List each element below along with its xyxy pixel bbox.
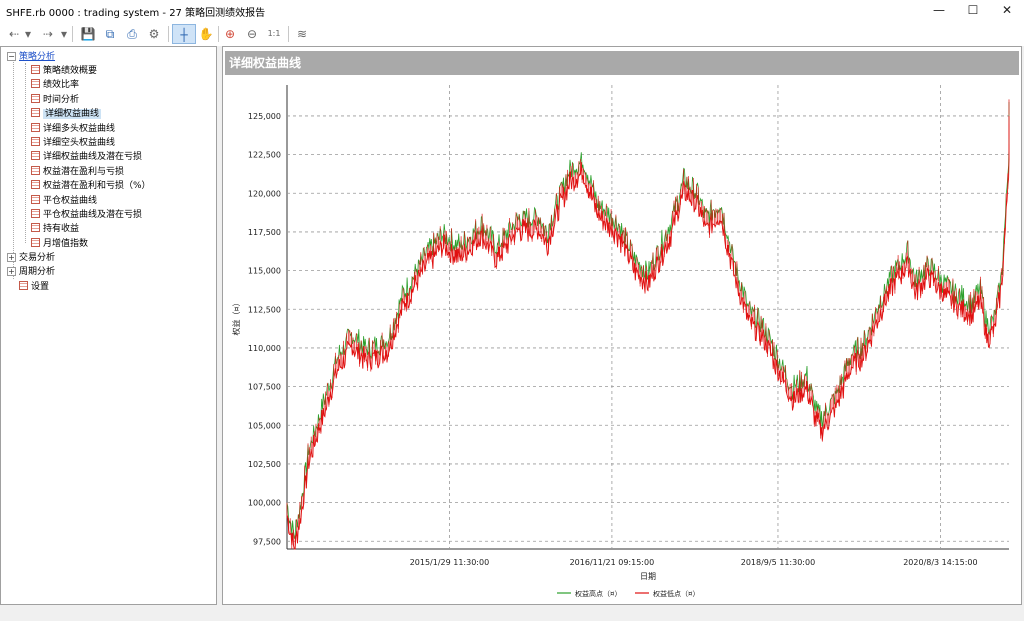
chart-icon — [31, 137, 40, 146]
chart-icon — [31, 237, 40, 247]
tree-item-label: 权益潜在盈利和亏损（%） — [43, 181, 151, 192]
y-tick-label: 120,000 — [248, 189, 281, 198]
tree-item[interactable]: 权益潜在盈利与亏损 — [31, 165, 124, 179]
expand-icon[interactable]: + — [7, 267, 16, 276]
crosshair-icon[interactable]: ┼ — [172, 24, 196, 44]
grid-icon — [31, 79, 40, 89]
y-tick-label: 117,500 — [248, 228, 281, 237]
chart-icon — [31, 223, 40, 233]
title-bar: SHFE.rb 0000 : trading system - 27 策略回测绩… — [0, 0, 1024, 22]
x-axis-label: 日期 — [640, 572, 656, 581]
tree-item-label: 策略绩效概要 — [43, 66, 98, 76]
copy-icon[interactable]: ⧉ — [105, 27, 115, 41]
back-icon[interactable]: ⇠ — [8, 27, 20, 41]
chart-icon — [31, 122, 40, 132]
chart-icon — [31, 180, 40, 190]
x-tick-label: 2016/11/21 09:15:00 — [570, 558, 655, 567]
y-tick-label: 110,000 — [248, 344, 281, 353]
legend-label: 权益高点（¤） — [575, 589, 621, 598]
chart-icon — [31, 194, 40, 204]
expand-icon[interactable]: + — [7, 253, 16, 262]
tree-item-label: 绩效比率 — [43, 80, 80, 91]
tree-item[interactable]: 详细多头权益曲线 — [31, 122, 115, 136]
tree-item-label: 权益潜在盈利与亏损 — [43, 166, 125, 177]
tree-item[interactable]: 详细权益曲线 — [31, 107, 102, 121]
chart-icon[interactable]: ≋ — [296, 27, 308, 41]
panel-title: 详细权益曲线 — [225, 51, 1019, 75]
grid-icon — [31, 93, 40, 103]
equity-chart[interactable]: 97,500 100,000 102,500 105,000 107,500 110,00… — [225, 77, 1021, 602]
tree-item[interactable]: 月增值指数 — [31, 237, 88, 251]
maximize-button[interactable]: ☐ — [967, 3, 979, 17]
tree-item[interactable]: 时间分析 — [31, 93, 79, 107]
tree-item-label: 详细空头权益曲线 — [43, 138, 116, 148]
toolbar: ⇠ ▾ ⇢ ▾ 💾 ⧉ ⎙ ⚙ ┼ ✋ ⊕ ⊖ 1:1 ≋ — [0, 22, 1024, 46]
y-tick-label: 97,500 — [253, 537, 281, 546]
minimize-button[interactable]: — — [933, 3, 945, 17]
zoom-in-icon[interactable]: ⊕ — [224, 27, 236, 41]
grid-icon — [31, 65, 40, 74]
tree-item[interactable]: 持有收益 — [31, 222, 79, 236]
tree-item[interactable]: 权益潜在盈利和亏损（%） — [31, 179, 151, 193]
tree-item-label: 时间分析 — [43, 94, 80, 105]
x-tick-label: 2015/1/29 11:30:00 — [410, 558, 490, 567]
tree-item-label: 持有收益 — [43, 224, 80, 235]
tree-item-label: 平仓权益曲线 — [43, 195, 98, 206]
tree-item-label: 详细多头权益曲线 — [43, 123, 116, 134]
report-panel: 详细权益曲线 97,500 100,000 102,500 105,000 107,50… — [222, 46, 1022, 605]
print-icon[interactable]: ⎙ — [127, 27, 137, 41]
y-axis-label: 权益（¤） — [231, 298, 241, 335]
series-range — [286, 99, 1010, 549]
actual-size-icon[interactable]: 1:1 — [267, 29, 281, 38]
tree-item-settings[interactable]: 设置 — [19, 280, 49, 294]
x-tick-label: 2020/8/3 14:15:00 — [903, 558, 977, 567]
back-dropdown-icon[interactable]: ▾ — [24, 27, 32, 41]
chart-icon — [31, 209, 40, 218]
chart-icon — [31, 151, 40, 161]
y-tick-label: 125,000 — [248, 112, 281, 121]
legend-label: 权益低点（¤） — [653, 589, 699, 598]
settings-icon[interactable]: ⚙ — [148, 27, 160, 41]
collapse-icon[interactable]: − — [7, 52, 16, 61]
nav-tree-panel: − 策略分析 策略绩效概要 绩效比率时间分析详细权益曲线详细多头权益曲线 详细空头权益… — [0, 46, 217, 605]
forward-dropdown-icon[interactable]: ▾ — [60, 27, 68, 41]
window-title: SHFE.rb 0000 : trading system - 27 策略回测绩… — [6, 8, 266, 19]
tree-group-trade-analysis[interactable]: + 交易分析 — [7, 253, 56, 263]
status-bar — [0, 605, 1024, 621]
y-tick-label: 112,500 — [248, 305, 281, 314]
chart-icon — [31, 165, 40, 175]
close-button[interactable]: ✕ — [1001, 3, 1013, 17]
y-tick-label: 122,500 — [248, 151, 281, 160]
tree-item[interactable]: 绩效比率 — [31, 78, 79, 92]
tree-item-label: 详细权益曲线及潜在亏损 — [43, 152, 143, 163]
tree-item-label: 月增值指数 — [43, 238, 89, 249]
y-tick-label: 115,000 — [248, 267, 281, 276]
grid-icon — [19, 281, 28, 290]
tree-root-strategy-analysis[interactable]: − 策略分析 — [7, 52, 56, 62]
hand-icon[interactable]: ✋ — [198, 27, 214, 41]
forward-icon[interactable]: ⇢ — [42, 27, 54, 41]
chart-icon — [31, 108, 40, 118]
zoom-out-icon[interactable]: ⊖ — [246, 27, 258, 41]
tree-item[interactable]: 平仓权益曲线 — [31, 194, 97, 208]
y-tick-label: 100,000 — [248, 499, 281, 508]
tree-item[interactable]: 平仓权益曲线及潜在亏损 — [31, 208, 142, 222]
y-tick-label: 105,000 — [248, 421, 281, 430]
tree-item[interactable]: 详细空头权益曲线 — [31, 136, 115, 150]
save-icon[interactable]: 💾 — [80, 27, 96, 41]
tree-item-label: 平仓权益曲线及潜在亏损 — [43, 210, 143, 220]
tree-item[interactable]: 详细权益曲线及潜在亏损 — [31, 150, 142, 164]
tree-item[interactable]: 策略绩效概要 — [31, 64, 97, 78]
x-tick-label: 2018/9/5 11:30:00 — [741, 558, 815, 567]
y-tick-label: 102,500 — [248, 460, 281, 469]
y-tick-label: 107,500 — [248, 383, 281, 392]
tree-group-period-analysis[interactable]: + 周期分析 — [7, 267, 56, 277]
tree-item-label: 详细权益曲线 — [43, 109, 102, 120]
